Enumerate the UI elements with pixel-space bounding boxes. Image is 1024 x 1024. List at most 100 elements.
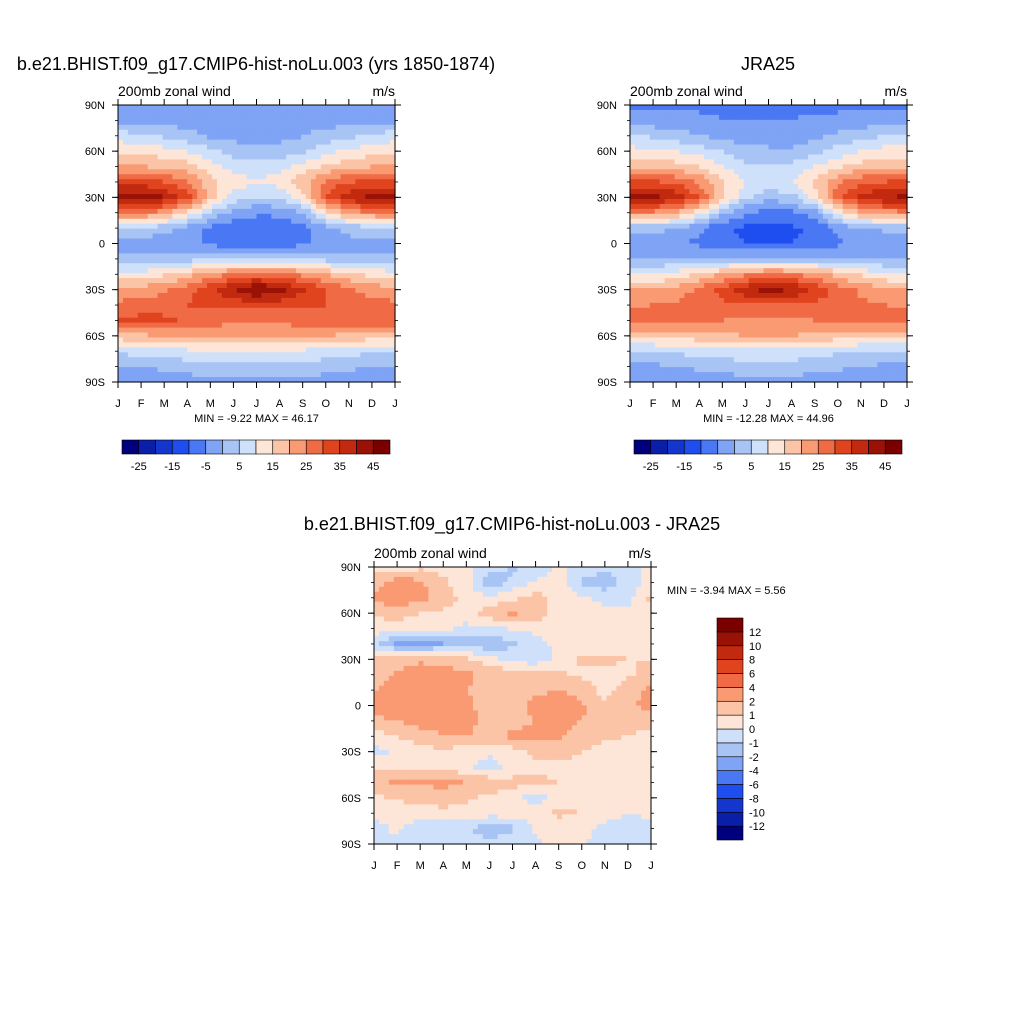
contour-cell	[266, 322, 272, 329]
contour-cell	[127, 372, 134, 378]
contour-cell	[187, 273, 193, 279]
contour-cell	[202, 208, 208, 215]
contour-cell	[355, 377, 361, 383]
contour-cell	[365, 337, 371, 344]
contour-cell	[296, 179, 302, 185]
contour-cell	[320, 174, 327, 180]
contour-cell	[256, 337, 263, 344]
contour-cell	[271, 223, 277, 230]
contour-cell	[320, 332, 327, 339]
contour-cell	[659, 169, 666, 175]
contour-cell	[236, 248, 243, 254]
contour-cell	[301, 169, 307, 175]
contour-cell	[286, 228, 292, 235]
contour-cell	[187, 258, 193, 264]
contour-cell	[207, 347, 213, 353]
contour-cell	[783, 149, 789, 156]
contour-cell	[192, 169, 198, 175]
contour-cell	[187, 332, 193, 339]
contour-cell	[330, 179, 337, 185]
contour-cell	[132, 139, 139, 146]
contour-cell	[187, 288, 193, 294]
contour-cell	[355, 288, 361, 294]
contour-cell	[872, 114, 878, 121]
contour-cell	[197, 268, 203, 274]
contour-cell	[276, 129, 282, 136]
contour-cell	[827, 233, 834, 240]
contour-cell	[301, 149, 307, 156]
contour-cell	[167, 203, 174, 210]
contour-cell	[719, 198, 725, 205]
contour-cell	[325, 154, 332, 161]
contour-cell	[118, 124, 124, 131]
contour-cell	[679, 119, 686, 126]
contour-cell	[132, 258, 139, 264]
contour-cell	[202, 283, 208, 289]
contour-cell	[340, 238, 347, 245]
contour-cell	[728, 208, 735, 215]
contour-cell	[778, 169, 784, 175]
contour-cell	[276, 114, 282, 121]
contour-cell	[305, 223, 312, 230]
contour-cell	[335, 367, 342, 373]
contour-cell	[266, 377, 272, 383]
contour-cell	[271, 184, 277, 190]
contour-cell	[147, 203, 154, 210]
contour-cell	[753, 223, 760, 230]
contour-cell	[137, 228, 144, 235]
contour-cell	[375, 119, 381, 126]
contour-cell	[310, 248, 317, 254]
contour-cell	[340, 288, 347, 294]
contour-cell	[246, 357, 253, 363]
contour-cell	[137, 253, 144, 259]
contour-cell	[714, 154, 720, 161]
contour-cell	[892, 223, 898, 230]
contour-cell	[370, 302, 376, 309]
contour-cell	[182, 124, 188, 131]
contour-cell	[192, 263, 198, 269]
contour-cell	[355, 332, 361, 339]
contour-cell	[867, 198, 873, 205]
contour-cell	[897, 194, 903, 200]
contour-cell	[733, 223, 740, 230]
contour-cell	[281, 169, 287, 175]
contour-cell	[867, 159, 873, 165]
contour-cell	[728, 238, 735, 245]
contour-cell	[118, 154, 124, 161]
contour-cell	[857, 238, 864, 245]
contour-cell	[286, 332, 292, 339]
contour-cell	[360, 278, 366, 284]
contour-cell	[281, 164, 287, 170]
contour-cell	[813, 189, 819, 195]
contour-cell	[882, 203, 888, 210]
contour-cell	[296, 317, 302, 324]
contour-cell	[152, 109, 159, 116]
contour-cell	[753, 189, 760, 195]
contour-cell	[162, 352, 169, 358]
contour-cell	[127, 179, 134, 185]
contour-cell	[704, 164, 710, 170]
contour-cell	[310, 198, 317, 205]
contour-cell	[380, 124, 386, 131]
contour-cell	[211, 362, 218, 368]
contour-cell	[390, 372, 396, 378]
contour-cell	[827, 189, 834, 195]
contour-cell	[365, 243, 371, 250]
contour-cell	[639, 129, 646, 136]
contour-cell	[310, 149, 317, 156]
contour-cell	[330, 258, 337, 264]
contour-cell	[887, 223, 893, 230]
contour-cell	[122, 278, 129, 284]
contour-cell	[365, 367, 371, 373]
contour-cell	[152, 119, 159, 126]
contour-cell	[251, 302, 258, 309]
contour-cell	[236, 337, 243, 344]
contour-cell	[142, 109, 149, 116]
contour-cell	[375, 164, 381, 170]
contour-cell	[748, 164, 755, 170]
contour-cell	[872, 253, 878, 259]
contour-cell	[147, 372, 154, 378]
contour-cell	[768, 253, 775, 259]
contour-cell	[118, 184, 124, 190]
contour-cell	[887, 174, 893, 180]
